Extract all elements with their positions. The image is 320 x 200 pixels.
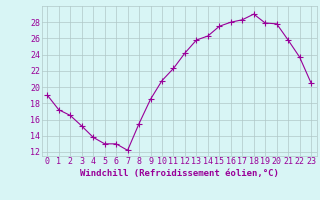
X-axis label: Windchill (Refroidissement éolien,°C): Windchill (Refroidissement éolien,°C) [80,169,279,178]
